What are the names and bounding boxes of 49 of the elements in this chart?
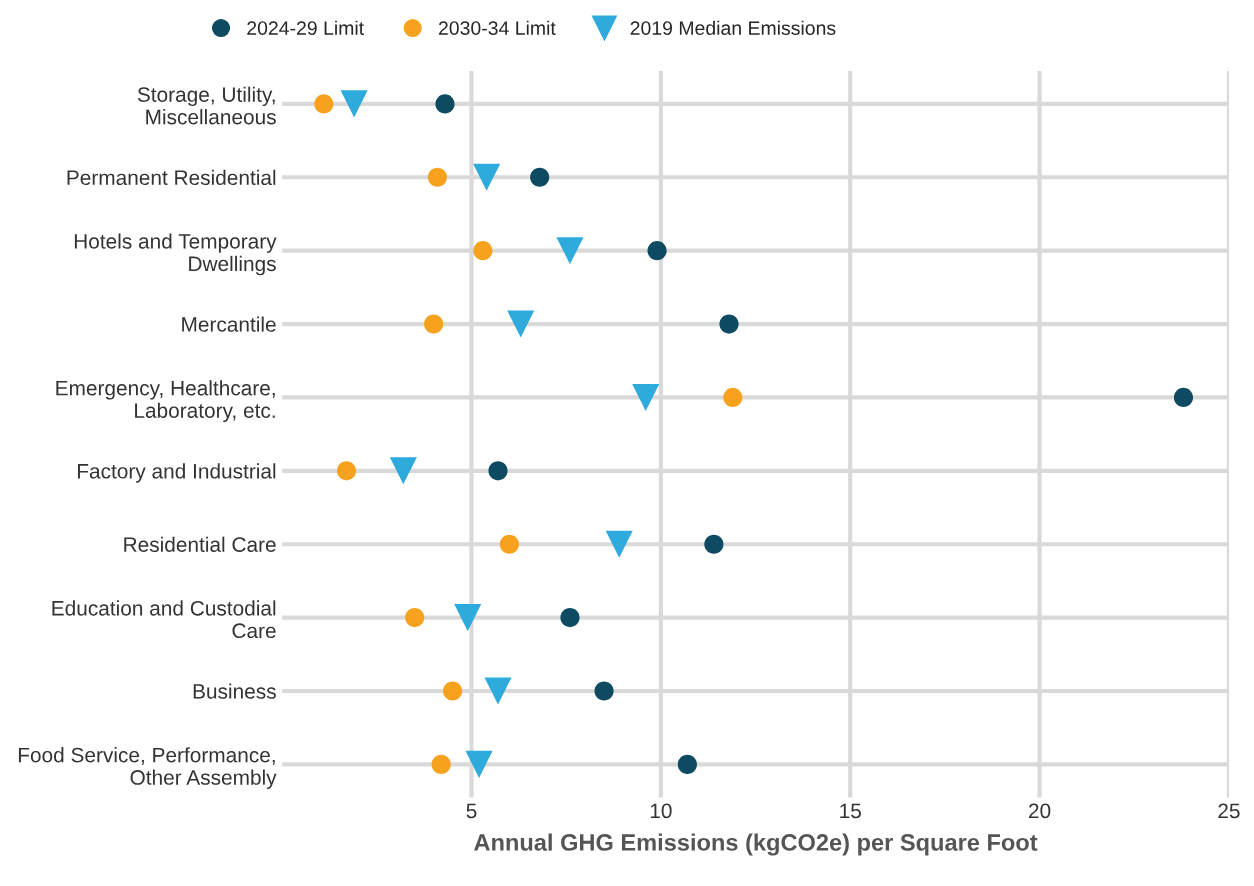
y-tick-label: Mercantile (182, 316, 276, 332)
x-tick-label: 25 (1218, 803, 1240, 819)
x-tick-label: 5 (466, 803, 477, 819)
point (530, 167, 550, 187)
point (499, 534, 519, 554)
point (1173, 387, 1194, 408)
point (465, 750, 493, 778)
point (454, 604, 482, 632)
point (435, 94, 455, 114)
point (314, 94, 334, 114)
legend-label: 2024-29 Limit (247, 20, 364, 36)
x-tick-label: 10 (650, 803, 672, 819)
y-tick-label: Emergency, Healthcare, Laboratory, etc. (56, 380, 275, 423)
point (507, 310, 535, 338)
y-tick-label: Food Service, Performance, Other Assembly (18, 747, 277, 789)
point (560, 608, 580, 628)
point (473, 163, 501, 191)
point (340, 90, 368, 118)
point (443, 681, 463, 701)
y-tick-label: Storage, Utility, Miscellaneous (137, 86, 276, 125)
y-tick-label: Permanent Residential (67, 169, 276, 186)
point (424, 314, 444, 334)
point (473, 241, 493, 261)
point (677, 754, 697, 774)
y-tick-label: Residential Care (124, 536, 276, 552)
point (488, 461, 508, 481)
legend-label: 2019 Median Emissions (630, 20, 836, 36)
point (632, 383, 660, 411)
x-tick-label: 15 (840, 803, 861, 819)
point (556, 237, 584, 265)
point (484, 677, 512, 705)
point (605, 530, 633, 558)
point (405, 608, 425, 628)
point (389, 457, 417, 485)
point (594, 681, 614, 701)
point (427, 167, 447, 187)
legend-label: 2030-34 Limit (438, 20, 556, 36)
point (704, 534, 724, 554)
y-tick-label: Education and Custodial Care (52, 600, 276, 639)
point (336, 461, 357, 481)
point (431, 754, 451, 774)
point (719, 314, 739, 334)
y-tick-label: Factory and Industrial (77, 463, 276, 483)
x-tick-label: 20 (1029, 803, 1051, 819)
y-tick-label: Hotels and Temporary Dwellings (74, 233, 277, 276)
x-axis-title: Annual GHG Emissions (kgCO2e) per Square Foot (474, 833, 1038, 856)
point (647, 241, 667, 261)
y-tick-label: Business (193, 683, 276, 699)
point (723, 387, 743, 408)
